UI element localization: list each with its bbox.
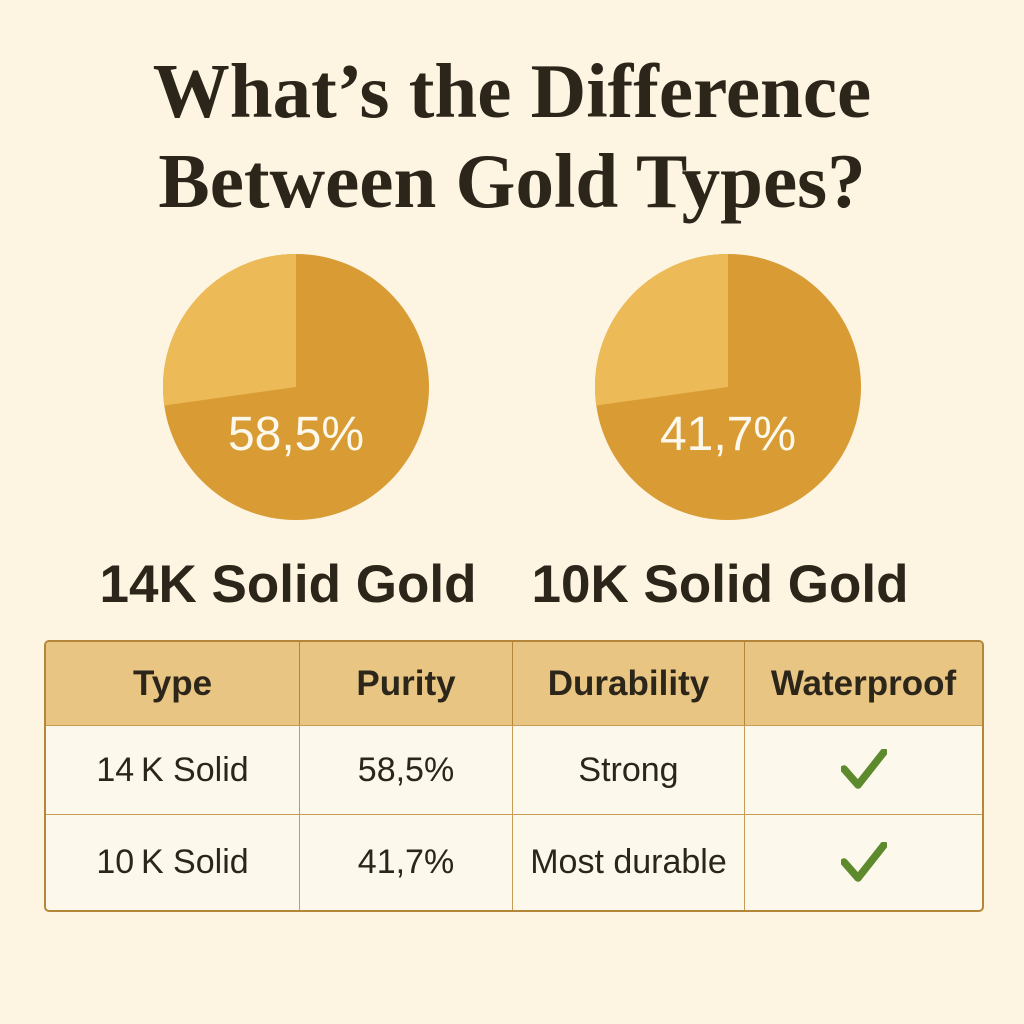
- svg-text:58,5%: 58,5%: [228, 408, 364, 461]
- svg-text:41,7%: 41,7%: [660, 408, 796, 461]
